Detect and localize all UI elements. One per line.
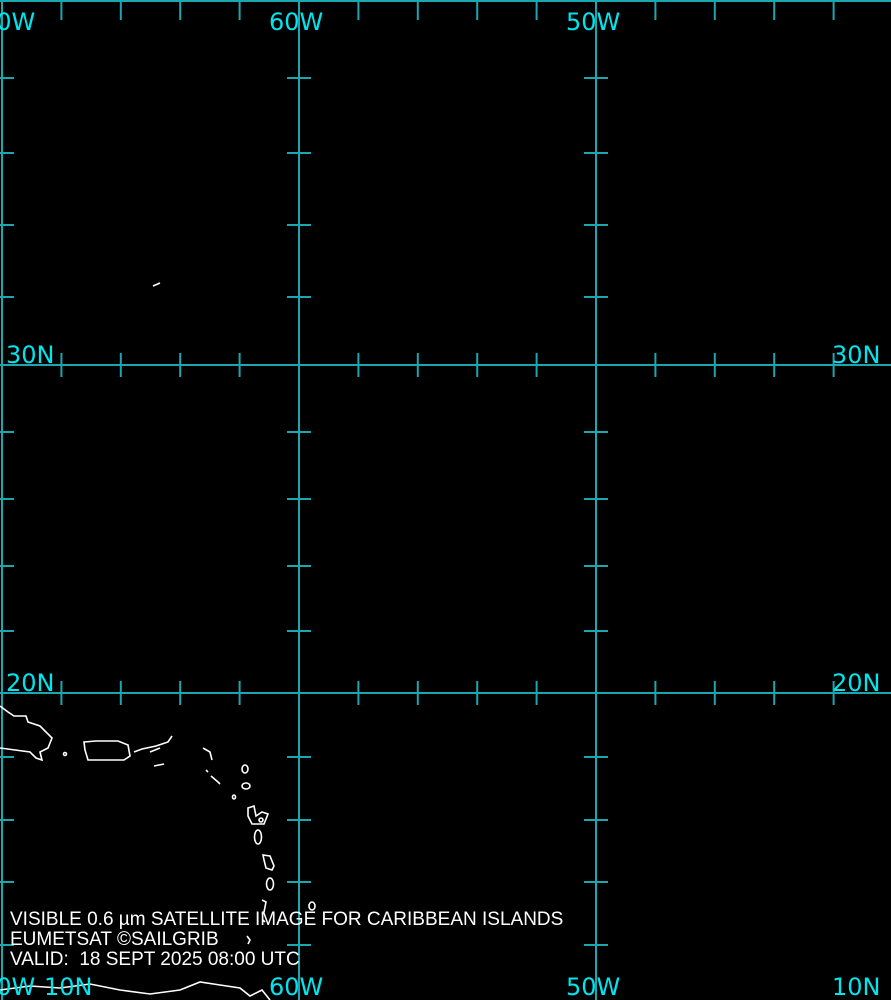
label-lat-20n-right: 20N: [832, 669, 881, 697]
label-lat-30n-left: 30N: [6, 341, 55, 369]
coast-st-vincent: [261, 899, 267, 923]
label-lat-20n-left: 20N: [6, 669, 55, 697]
label-lon-70w-bottom: 70W: [0, 973, 36, 1000]
island-dominica: [253, 829, 263, 845]
coast-cloud-fleck: [152, 282, 161, 287]
label-lon-60w-bottom: 60W: [269, 973, 324, 1000]
coast-guadeloupe: [247, 804, 270, 825]
island-mona: [62, 751, 68, 757]
caption-valid-time: VALID: 18 SEPT 2025 08:00 UTC: [10, 949, 300, 970]
coast-st-croix: [153, 763, 165, 767]
island-marie-galante: [258, 817, 264, 823]
coast-martinique: [261, 854, 275, 871]
coast-hispaniola: [0, 705, 53, 762]
island-antigua: [241, 764, 249, 774]
coast-grenada: [246, 935, 251, 945]
label-lon-70w-top: 70W: [0, 8, 36, 36]
coast-puerto-rico: [83, 740, 131, 761]
coast-leeward-islands: [202, 747, 221, 785]
caption-credit: EUMETSAT ©SAILGRIB: [10, 929, 219, 950]
label-lon-50w-top: 50W: [566, 8, 621, 36]
island-barbados: [308, 901, 316, 911]
label-lon-60w-top: 60W: [269, 8, 324, 36]
coast-south-america: [0, 981, 271, 1000]
label-lat-10n-left: 10N: [44, 973, 93, 1000]
caption-title: VISIBLE 0.6 µm SATELLITE IMAGE FOR CARIB…: [10, 909, 564, 930]
island-guadeloupe-small: [241, 782, 251, 790]
island-montserrat: [231, 794, 237, 800]
island-st-lucia: [265, 877, 275, 891]
coast-virgin-islands: [133, 735, 173, 753]
label-lon-50w-bottom: 50W: [566, 973, 621, 1000]
label-lat-10n-right: 10N: [832, 973, 881, 1000]
label-lat-30n-right: 30N: [832, 341, 881, 369]
